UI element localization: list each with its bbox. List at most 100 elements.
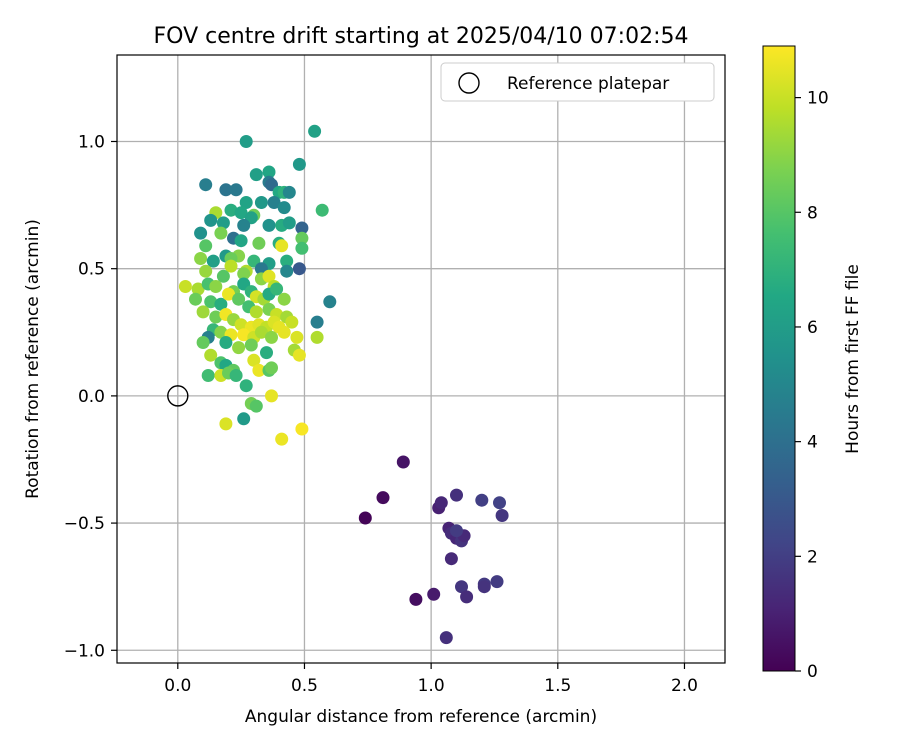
x-tick-label: 1.0: [418, 676, 445, 696]
scatter-point: [376, 491, 390, 505]
scatter-point: [265, 330, 278, 344]
scatter-point: [209, 310, 223, 324]
colorbar-tick-label: 10: [807, 89, 829, 109]
scatter-point: [295, 231, 309, 245]
scatter-point: [254, 196, 268, 209]
scatter-point: [222, 287, 235, 301]
colorbar-ticks: 0 2 4 6 8 10: [795, 89, 829, 682]
scatter-point: [493, 496, 506, 510]
scatter-point: [237, 412, 251, 426]
colorbar: [762, 45, 796, 672]
y-tick-label: 0.0: [78, 387, 105, 407]
scatter-point: [239, 196, 253, 209]
scatter-point: [409, 592, 423, 606]
scatter-point: [275, 239, 289, 253]
scatter-point: [280, 264, 294, 278]
scatter-point: [323, 295, 337, 309]
scatter-point: [290, 330, 304, 344]
scatter-point: [450, 524, 463, 538]
scatter-point: [224, 259, 238, 273]
scatter-point: [234, 318, 248, 332]
scatter-point: [280, 254, 294, 268]
chart-title: FOV centre drift starting at 2025/04/10 …: [154, 24, 689, 49]
scatter-point: [234, 234, 248, 248]
scatter-point: [490, 575, 504, 589]
scatter-points: [178, 124, 509, 645]
y-axis-ticks: −1.0 −0.5 0.0 0.5 1.0: [64, 132, 117, 661]
scatter-point: [277, 325, 291, 339]
scatter-point: [358, 511, 372, 525]
scatter-point: [292, 348, 306, 362]
scatter-point: [239, 379, 253, 393]
scatter-point: [209, 280, 223, 293]
scatter-point: [204, 213, 218, 227]
scatter-point: [282, 185, 296, 199]
scatter-point: [439, 631, 453, 645]
scatter-point: [308, 124, 322, 138]
scatter-point: [232, 292, 246, 306]
scatter-point: [204, 295, 218, 309]
scatter-point: [295, 422, 309, 436]
x-tick-label: 0.5: [291, 676, 318, 696]
plot-frame: [116, 54, 726, 664]
scatter-point: [310, 315, 324, 329]
scatter-point: [196, 305, 210, 319]
scatter-point: [262, 269, 276, 283]
scatter-point: [199, 264, 213, 278]
y-axis-label: Rotation from reference (arcmin): [23, 219, 43, 499]
scatter-point: [252, 363, 266, 377]
scatter-point: [265, 389, 278, 403]
scatter-point: [232, 341, 246, 355]
scatter-point: [244, 338, 258, 352]
scatter-point: [285, 315, 299, 329]
scatter-point: [214, 226, 228, 240]
scatter-point: [249, 399, 263, 413]
scatter-point: [265, 361, 278, 375]
scatter-point: [252, 236, 266, 250]
scatter-point: [249, 305, 263, 319]
scatter-point: [434, 496, 448, 510]
scatter-point: [270, 282, 284, 296]
scatter-point: [460, 590, 474, 604]
scatter-point: [204, 348, 218, 362]
scatter-point: [247, 353, 261, 367]
scatter-point: [178, 280, 192, 293]
scatter-point: [237, 218, 251, 232]
scatter-point: [262, 218, 276, 232]
colorbar-tick-label: 0: [807, 662, 818, 682]
scatter-point: [267, 196, 281, 209]
scatter-point: [219, 417, 233, 431]
colorbar-tick-label: 2: [807, 547, 818, 567]
scatter-point: [194, 252, 208, 265]
x-tick-label: 0.0: [164, 676, 191, 696]
scatter-point: [282, 216, 296, 230]
legend: Reference platepar: [440, 62, 715, 102]
scatter-point: [292, 262, 306, 276]
scatter-point: [199, 239, 213, 253]
scatter-point: [239, 135, 253, 148]
y-tick-label: −0.5: [64, 514, 105, 534]
scatter-point: [444, 552, 458, 566]
scatter-point: [277, 201, 291, 215]
scatter-point: [214, 297, 228, 311]
scatter-point: [219, 336, 233, 349]
scatter-point: [201, 369, 215, 382]
scatter-point: [275, 432, 289, 446]
scatter-point: [277, 292, 291, 306]
x-axis-ticks: 0.0 0.5 1.0 1.5 2.0: [164, 663, 698, 696]
scatter-point: [249, 168, 263, 182]
scatter-point: [475, 493, 489, 507]
scatter-point: [427, 587, 441, 601]
scatter-point: [455, 580, 468, 594]
scatter-point: [315, 203, 329, 217]
scatter-point: [191, 282, 205, 296]
scatter-point: [450, 488, 463, 502]
scatter-point: [495, 509, 509, 522]
scatter-point: [262, 165, 276, 179]
scatter-point: [216, 269, 230, 283]
y-tick-label: 0.5: [78, 260, 105, 280]
scatter-point: [237, 267, 251, 281]
scatter-point: [214, 325, 228, 339]
reference-layer: [167, 385, 189, 407]
scatter-point: [229, 369, 243, 382]
